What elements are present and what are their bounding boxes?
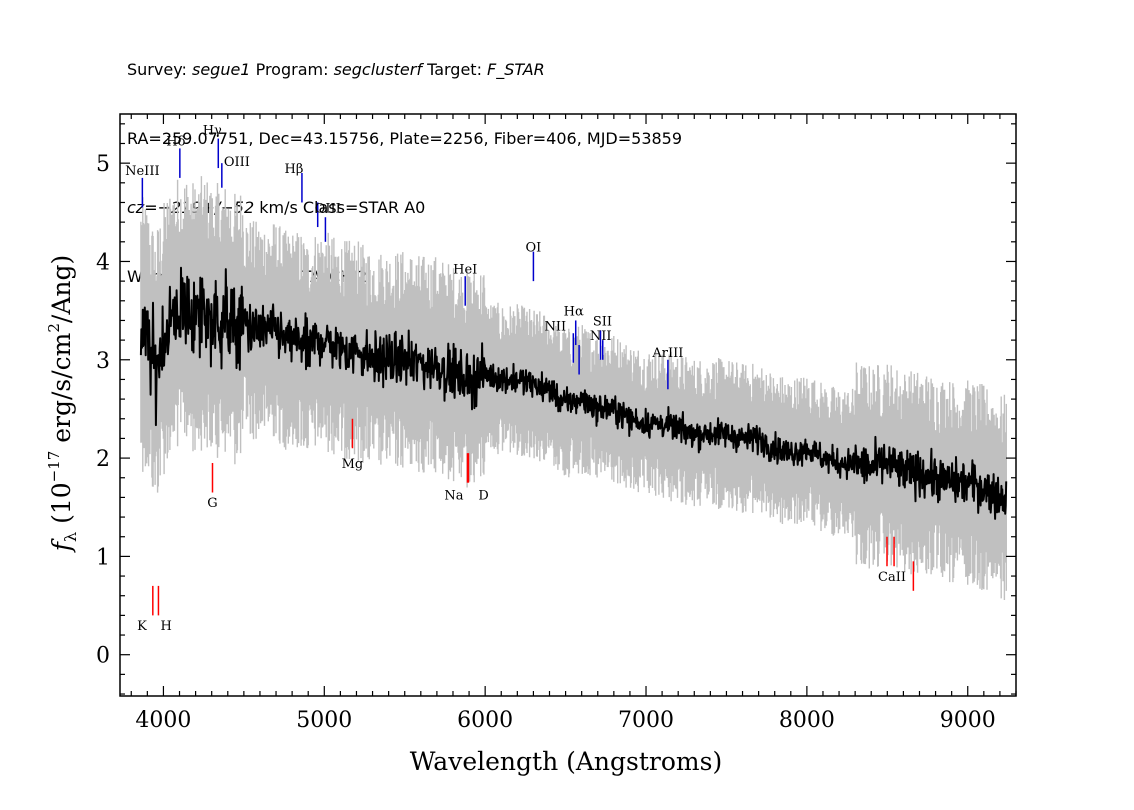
program-value: segclusterf: [333, 60, 422, 79]
x-tick-label: 4000: [135, 708, 191, 733]
marker-label-CaII-21: CaII: [878, 570, 906, 585]
marker-label-NII-13: NII: [590, 329, 612, 344]
header-line-survey: Survey: segue1 Program: segclusterf Targ…: [127, 58, 682, 81]
y-tick-label: 2: [96, 447, 110, 472]
marker-label-Hγ-2: Hγ: [203, 124, 222, 139]
x-tick-label: 5000: [296, 708, 352, 733]
y-tick-label: 3: [96, 349, 110, 374]
axes: 4000 5000 6000 7000 8000 9000 0 1 2 3 4 5: [96, 113, 1017, 733]
flux-line: [139, 266, 1008, 520]
marker-label-NeIII-0: NeIII: [125, 164, 159, 179]
x-tick-label: 9000: [940, 708, 996, 733]
x-axis-title: Wavelength (Angstroms): [410, 747, 722, 776]
marker-label-G-17: G: [207, 496, 217, 511]
marker-label-OIII-3: OIII: [224, 155, 250, 170]
header-line-coords: RA=259.07751, Dec=43.15756, Plate=2256, …: [127, 129, 683, 148]
marker-label-D-20: D: [478, 488, 488, 503]
y-title-f: f: [47, 538, 76, 553]
marker-label-K-15: K: [137, 619, 147, 634]
y-tick-label: 1: [96, 545, 110, 570]
x-tick-label: 6000: [457, 708, 513, 733]
marker-label-Mg-18: Mg: [342, 457, 364, 472]
x-tick-label: 7000: [618, 708, 674, 733]
x-tick-label: 8000: [779, 708, 835, 733]
noise-envelope: [140, 176, 1007, 600]
survey-label: Survey:: [127, 60, 187, 79]
y-tick-label: 4: [96, 250, 110, 275]
marker-label-H-16: H: [160, 619, 171, 634]
marker-label-OIII-5: OIII: [315, 201, 341, 216]
survey-value: segue1: [191, 60, 251, 79]
marker-label-SII-12: SII: [593, 314, 612, 329]
y-title-mid: erg/s/cm: [47, 332, 76, 450]
marker-label-OI-7: OI: [526, 241, 542, 256]
marker-label-NII-9: NII: [544, 319, 566, 334]
y-title-post: /Ang): [47, 255, 76, 323]
y-tick-label: 5: [96, 152, 110, 177]
target-label: Target:: [427, 60, 482, 79]
marker-label-HeI-8: HeI: [453, 262, 477, 277]
y-title-pre: (10: [47, 482, 76, 532]
marker-label-Hδ-1: Hδ: [166, 134, 185, 149]
program-label: Program:: [255, 60, 329, 79]
y-title-sub: λ: [61, 532, 80, 542]
y-title-exp: −17: [45, 451, 63, 483]
target-value: F_STAR: [487, 60, 545, 79]
class-text: km/s Class=STAR A0: [254, 198, 426, 217]
noise-band: [140, 176, 1007, 600]
marker-label-Hα-10: Hα: [564, 305, 584, 320]
y-axis-title: fλ (10−17 erg/s/cm2/Ang): [45, 255, 80, 554]
flux-series: [139, 266, 1008, 520]
marker-label-ArIII-14: ArIII: [651, 346, 683, 361]
marker-label-Hβ-4: Hβ: [285, 162, 304, 177]
y-tick-label: 0: [96, 644, 110, 669]
y-title-exp2: 2: [45, 323, 63, 333]
plot-frame: [119, 113, 1017, 697]
marker-label-Na-19: Na: [444, 488, 463, 503]
